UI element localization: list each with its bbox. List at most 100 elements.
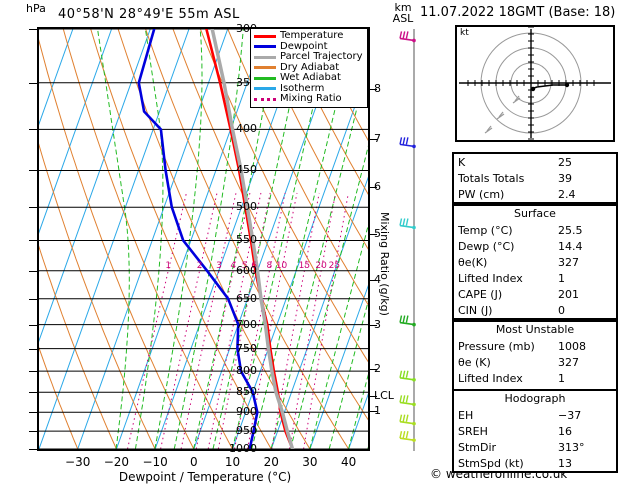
legend-swatch-icon [254, 66, 276, 70]
wind-barb [399, 137, 416, 149]
stat-key: StmDir [458, 440, 497, 454]
stat-key: K [458, 155, 466, 169]
stat-row: Lifted Index 1 [454, 370, 616, 386]
pressure-tick-mark [29, 412, 37, 414]
altitude-tick-mark [370, 368, 377, 370]
stat-value: 25.5 [558, 223, 583, 237]
legend-label: Wet Adiabat [280, 72, 341, 83]
stat-key: CAPE (J) [458, 287, 503, 301]
indices-panel: K 25 Totals Totals 39 PW (cm) 2.4 [452, 152, 618, 204]
stat-key: Dewp (°C) [458, 239, 515, 253]
altitude-tick-mark [370, 234, 377, 236]
stat-value: 2.4 [558, 187, 576, 201]
legend-swatch-icon [254, 55, 276, 59]
stat-value: 39 [558, 171, 572, 185]
stat-row: CAPE (J) 201 [454, 286, 616, 302]
altitude-tick-mark [370, 325, 377, 327]
altitude-tick-label: 8 [374, 81, 381, 95]
run-datetime-title: 11.07.2022 18GMT (Base: 18) [420, 5, 616, 20]
svg-text:20: 20 [315, 261, 327, 271]
stat-row: θe (K) 327 [454, 354, 616, 370]
lcl-marker-label: LCL [374, 389, 394, 403]
legend-label: Dry Adiabat [280, 61, 340, 73]
pressure-tick-mark [29, 324, 37, 326]
xaxis-title: Dewpoint / Temperature (°C) [118, 470, 292, 484]
altitude-tick-label: 5 [374, 227, 381, 241]
svg-text:6: 6 [251, 261, 257, 271]
legend-swatch-icon [254, 76, 276, 80]
pressure-tick-mark [29, 29, 37, 30]
svg-text:8: 8 [267, 261, 273, 271]
altitude-tick-mark [370, 88, 377, 90]
stat-key: Pressure (mb) [458, 339, 535, 353]
surface-panel: Surface Temp (°C) 25.5 Dewp (°C) 14.4 θe(K) 32… [452, 204, 618, 320]
pressure-tick-label: 450 [236, 163, 257, 177]
pressure-tick-label: 650 [236, 291, 257, 305]
hodograph-panel [455, 19, 615, 147]
stat-value: 201 [558, 287, 579, 301]
altitude-tick-mark [370, 396, 377, 398]
wind-barb [399, 218, 416, 230]
wind-barb [399, 315, 416, 327]
legend-label: Temperature [280, 30, 344, 41]
pressure-tick-label: 900 [236, 405, 257, 419]
stat-value: 25 [558, 155, 572, 169]
pressure-tick-mark [29, 270, 37, 272]
pressure-tick-label: 750 [236, 341, 257, 355]
stat-key: Lifted Index [458, 371, 523, 385]
stat-row: PW (cm) 2.4 [454, 186, 616, 202]
stat-value: 14.4 [558, 239, 583, 253]
wind-barb [399, 395, 416, 407]
stat-key: θe(K) [458, 255, 488, 269]
stat-value: 1008 [558, 339, 586, 353]
altitude-unit-km: km [394, 1, 412, 14]
legend-item: Parcel Trajectory [254, 51, 363, 63]
pressure-tick-mark [29, 129, 37, 131]
panel-title: Most Unstable [495, 323, 575, 336]
legend-item: Wet Adiabat [254, 72, 363, 84]
legend-label: Parcel Trajectory [280, 51, 363, 62]
altitude-tick-label: 7 [374, 131, 381, 145]
temperature-tick-label: −30 [65, 455, 91, 469]
temperature-tick-label: 10 [224, 455, 241, 469]
svg-text:4: 4 [230, 261, 236, 271]
temperature-tick-label: 20 [263, 455, 279, 469]
stat-value: 313° [558, 440, 585, 454]
wind-barb-column [399, 29, 416, 451]
stat-row: SREH 16 [454, 423, 616, 439]
panel-title: Hodograph [504, 392, 566, 405]
altitude-tick-label: 2 [374, 361, 381, 375]
legend-item: Mixing Ratio [254, 93, 363, 105]
svg-text:15: 15 [299, 261, 310, 271]
pressure-tick-label: 400 [236, 122, 257, 136]
pressure-tick-mark [29, 431, 37, 433]
legend-item: Dewpoint [254, 40, 363, 53]
legend-swatch-icon [254, 34, 276, 38]
pressure-tick-label: 600 [236, 263, 257, 277]
station-title: 40°58'N 28°49'E 55m ASL [58, 7, 240, 22]
wind-barb [399, 431, 416, 442]
hodograph-svg [459, 19, 611, 147]
stat-key: Temp (°C) [458, 223, 513, 237]
svg-text:1: 1 [165, 261, 171, 271]
legend-label: Dewpoint [280, 40, 328, 52]
svg-text:25: 25 [329, 261, 340, 271]
altitude-tick-label: 3 [374, 318, 381, 332]
temperature-tick-label: 30 [302, 455, 318, 469]
pressure-tick-mark [29, 240, 37, 242]
pressure-tick-label: 950 [236, 424, 257, 438]
stat-row: Temp (°C) 25.5 [454, 222, 616, 238]
stat-value: 1 [558, 371, 565, 385]
stat-row: StmDir 313° [454, 439, 616, 455]
legend-label: Isotherm [280, 82, 325, 94]
temperature-tick-label: −10 [142, 455, 168, 469]
svg-text:2: 2 [197, 261, 203, 271]
legend-swatch-icon [254, 87, 276, 91]
stat-key: θe (K) [458, 355, 491, 369]
altitude-tick-label: 6 [374, 180, 381, 194]
pressure-tick-mark [29, 298, 37, 300]
stat-value: 13 [558, 456, 572, 470]
altitude-tick-label: 4 [374, 272, 381, 286]
pressure-tick-mark [29, 170, 37, 172]
pressure-tick-label: 850 [236, 385, 257, 399]
